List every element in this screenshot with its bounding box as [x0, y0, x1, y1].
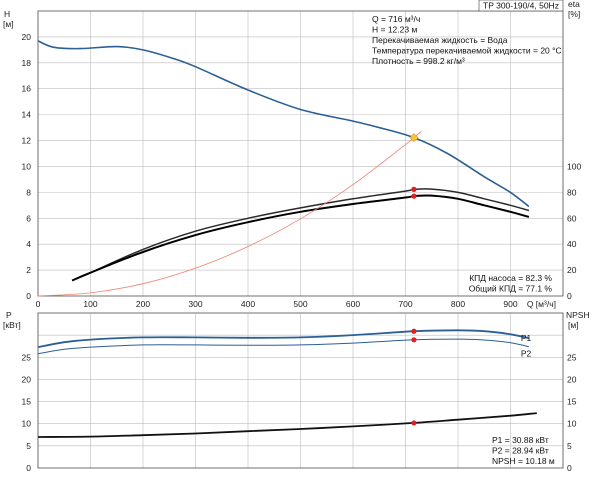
power-npsh-point-marker: [411, 420, 417, 426]
lower-right-tick-label: 10: [567, 419, 577, 429]
info-line: H = 12.23 м: [372, 25, 417, 35]
power-npsh-point-marker: [411, 337, 417, 343]
duty-point-marker: [409, 133, 419, 142]
lower-left-tick-label: 5: [26, 441, 31, 451]
lower-right-tick-label: 25: [567, 352, 577, 362]
efficiency-point-marker: [411, 186, 417, 192]
efficiency-point-marker: [411, 193, 417, 199]
upper-left-axis-name: H: [4, 9, 10, 19]
info-line: Перекачиваемая жидкость = Вода: [372, 35, 508, 45]
lower-left-tick-label: 15: [22, 397, 32, 407]
upper-left-tick-label: 12: [22, 136, 32, 146]
x-tick-label: 900: [503, 299, 517, 309]
x-tick-label: 400: [241, 299, 255, 309]
curve-p2: [37, 338, 530, 355]
readout-line: NPSH = 10.18 м: [492, 456, 555, 466]
upper-right-tick-label: 100: [567, 161, 581, 171]
upper-left-tick-label: 4: [26, 239, 31, 249]
x-tick-label: 200: [136, 299, 150, 309]
lower-right-axis-name: NPSH: [566, 310, 590, 320]
x-tick-label: 700: [398, 299, 412, 309]
efficiency-line: Общий КПД = 77.1 %: [469, 284, 553, 294]
info-line: Плотность = 998.2 кг/м³: [372, 56, 465, 66]
upper-left-tick-label: 14: [22, 110, 32, 120]
curve-eta-pump: [71, 188, 530, 282]
lower-right-tick-label: 15: [567, 397, 577, 407]
lower-left-axis-unit: [кВт]: [3, 320, 21, 330]
lower-right-tick-label: 0: [567, 463, 572, 473]
upper-left-tick-label: 8: [26, 187, 31, 197]
lower-left-tick-label: 10: [22, 419, 32, 429]
curve-eta-total: [71, 194, 530, 282]
lower-left-tick-label: 25: [22, 352, 32, 362]
chart-title: TP 300-190/4, 50Hz: [483, 1, 559, 11]
lower-right-axis-unit: [м]: [568, 320, 579, 330]
series-label-p2: P2: [521, 349, 532, 359]
curve-H: [37, 40, 530, 208]
series-label-p1: P1: [521, 333, 532, 343]
x-tick-label: 600: [346, 299, 360, 309]
x-tick-label: 100: [83, 299, 97, 309]
upper-right-tick-label: 60: [567, 213, 577, 223]
lower-left-tick-label: 0: [26, 463, 31, 473]
upper-left-tick-label: 2: [26, 265, 31, 275]
curve-p1: [37, 329, 530, 348]
upper-right-tick-label: 80: [567, 187, 577, 197]
upper-left-tick-label: 10: [22, 161, 32, 171]
upper-right-tick-label: 0: [567, 291, 572, 301]
upper-plot-frame: [37, 10, 564, 297]
readout-line: P2 = 28.94 кВт: [492, 446, 549, 456]
x-tick-label: 500: [293, 299, 307, 309]
lower-left-axis-name: P: [6, 310, 12, 320]
lower-right-tick-label: 20: [567, 374, 577, 384]
info-line: Температура перекачиваемой жидкости = 20…: [372, 46, 562, 56]
upper-left-tick-label: 6: [26, 213, 31, 223]
x-tick-label: 800: [451, 299, 465, 309]
info-line: Q = 716 м³/ч: [372, 14, 420, 24]
curve-npsh: [37, 412, 537, 438]
upper-right-tick-label: 40: [567, 239, 577, 249]
upper-left-axis-unit: [м]: [3, 19, 14, 29]
readout-line: P1 = 30.88 кВт: [492, 435, 549, 445]
upper-right-axis-unit: [%]: [568, 9, 580, 19]
upper-right-axis-name: eta: [568, 0, 580, 9]
upper-right-tick-label: 20: [567, 265, 577, 275]
x-axis-label: Q [м³/ч]: [527, 299, 556, 309]
x-tick-label: 0: [36, 299, 41, 309]
upper-left-tick-label: 20: [22, 32, 32, 42]
power-npsh-point-marker: [411, 328, 417, 334]
chart-title-box: [478, 0, 564, 12]
lower-plot-frame: [37, 312, 564, 469]
efficiency-line: КПД насоса = 82.3 %: [469, 273, 552, 283]
upper-left-tick-label: 16: [22, 84, 32, 94]
x-tick-label: 300: [188, 299, 202, 309]
upper-left-tick-label: 18: [22, 58, 32, 68]
upper-left-tick-label: 0: [26, 291, 31, 301]
lower-left-tick-label: 20: [22, 374, 32, 384]
lower-right-tick-label: 5: [567, 441, 572, 451]
